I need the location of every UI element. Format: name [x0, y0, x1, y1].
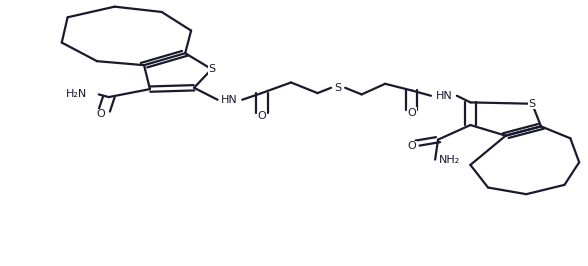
Text: O: O	[407, 108, 416, 118]
Text: HN: HN	[436, 91, 452, 101]
Text: O: O	[97, 109, 105, 119]
Text: S: S	[335, 83, 342, 93]
Text: H₂N: H₂N	[66, 89, 87, 99]
Text: HN: HN	[221, 95, 238, 105]
Text: S: S	[529, 99, 536, 109]
Text: O: O	[258, 111, 266, 121]
Text: NH₂: NH₂	[439, 155, 460, 165]
Text: S: S	[208, 64, 215, 74]
Text: O: O	[407, 141, 416, 151]
